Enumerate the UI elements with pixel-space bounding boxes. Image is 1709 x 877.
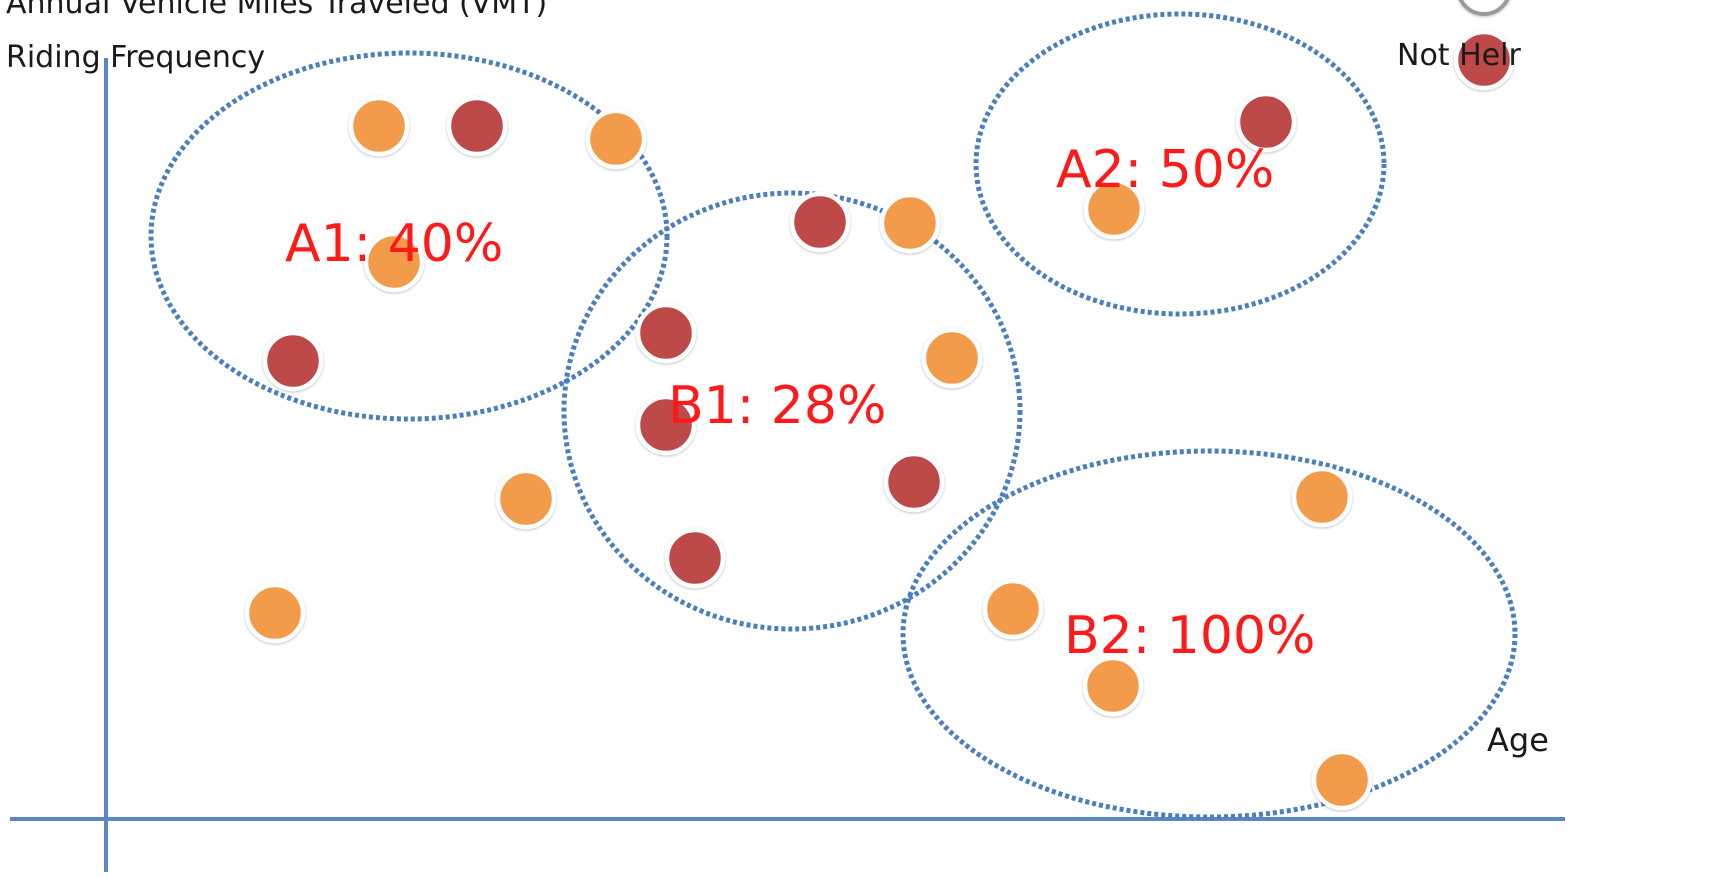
legend-not-helmeted-marker [1453, 29, 1515, 91]
legend-not-helmeted-label: Not Helr [1397, 38, 1521, 73]
cluster-a1-outline [148, 50, 670, 422]
cluster-a2-outline [973, 11, 1387, 317]
helmeted-point [879, 192, 941, 254]
helmeted-point [1311, 749, 1373, 811]
helmeted-point [348, 95, 410, 157]
helmeted-point [495, 468, 557, 530]
helmeted-point [921, 327, 983, 389]
not-helmeted-point [664, 527, 726, 589]
cluster-a2-label: A2: 50% [1056, 140, 1275, 200]
not-helmeted-point [1235, 91, 1297, 153]
not-helmeted-point [262, 330, 324, 392]
not-helmeted-point [789, 191, 851, 253]
helmeted-point [363, 231, 425, 293]
not-helmeted-point [635, 394, 697, 456]
not-helmeted-point [635, 302, 697, 364]
cluster-a1-label: A1: 40% [285, 214, 504, 274]
cluster-b1-outline [561, 190, 1023, 632]
helmeted-point [1291, 466, 1353, 528]
cluster-b2-outline [900, 448, 1518, 820]
helmeted-point [585, 108, 647, 170]
cluster-b2-label: B2: 100% [1064, 606, 1316, 666]
helmeted-point [1083, 178, 1145, 240]
not-helmeted-point [446, 95, 508, 157]
not-helmeted-point [883, 451, 945, 513]
legend-helmeted-marker [1458, 0, 1510, 16]
helmeted-point [244, 582, 306, 644]
helmeted-point [1082, 655, 1144, 717]
x-axis-label: Age [1487, 721, 1549, 759]
y-axis-title-frequency: Riding Frequency [6, 40, 266, 75]
y-axis-title-vmt: Annual Vehicle Miles Traveled (VMT) [6, 0, 548, 21]
helmeted-point [982, 578, 1044, 640]
cluster-b1-label: B1: 28% [668, 376, 887, 436]
